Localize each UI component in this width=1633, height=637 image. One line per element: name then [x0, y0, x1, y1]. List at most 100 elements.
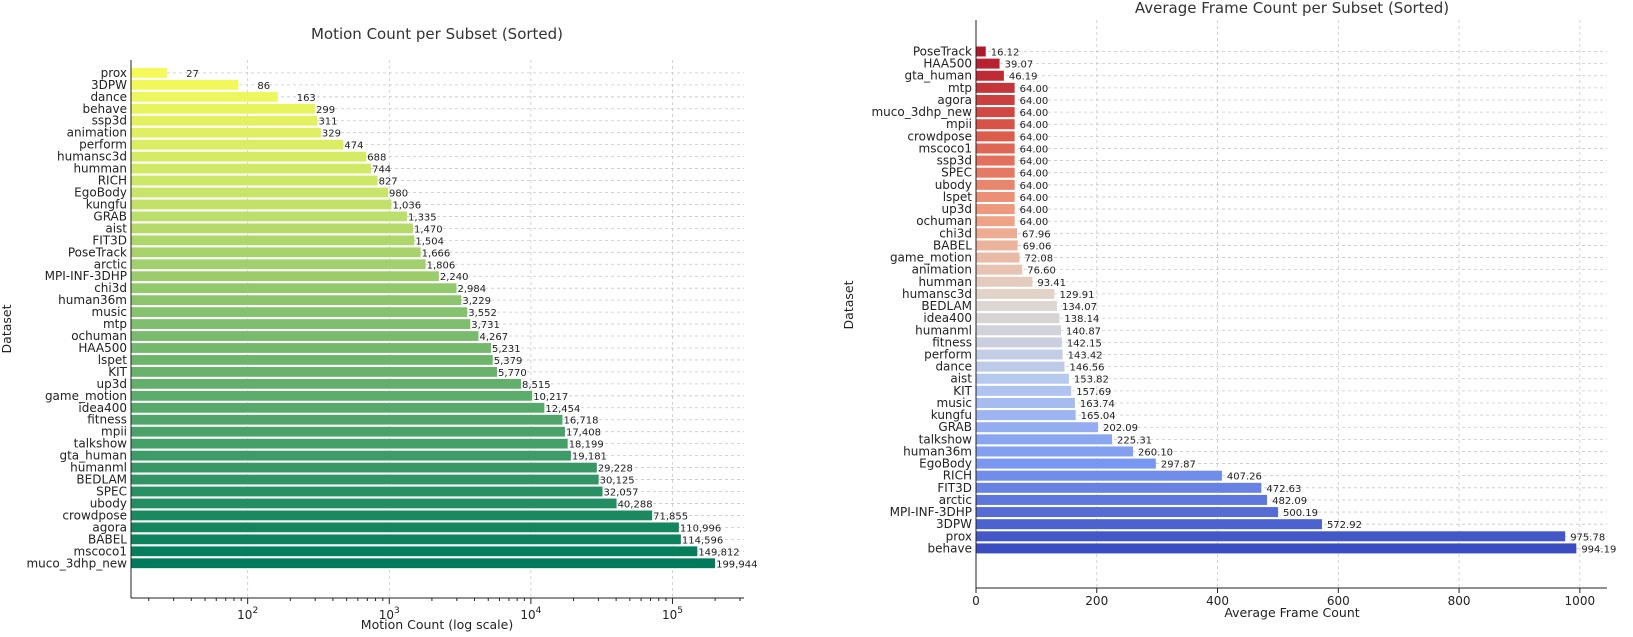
value-label: 64.00	[1020, 132, 1049, 143]
category-label: music	[92, 305, 127, 319]
x-tick-label: 600	[1327, 594, 1350, 608]
bar	[131, 426, 565, 437]
category-label: gta_human	[904, 69, 972, 83]
y-axis-title: Dataset	[0, 304, 14, 353]
bar	[131, 438, 568, 449]
category-label: 3DPW	[91, 78, 127, 92]
category-label: behave	[83, 102, 127, 116]
category-label: kungfu	[931, 408, 972, 422]
value-label: 86	[257, 81, 270, 92]
category-label: muco_3dhp_new	[871, 105, 972, 119]
value-label: 10,217	[533, 392, 568, 403]
value-label: 32,057	[604, 488, 639, 499]
category-label: crowdpose	[907, 129, 972, 143]
category-label: RICH	[98, 174, 127, 188]
bar	[976, 46, 986, 57]
category-label: mtp	[948, 81, 972, 95]
bar	[131, 199, 392, 210]
category-label: behave	[928, 541, 972, 555]
bar	[131, 175, 378, 186]
category-label: RICH	[943, 469, 972, 483]
bar	[976, 301, 1057, 312]
bar	[131, 331, 479, 341]
value-label: 17,408	[566, 428, 601, 439]
bar	[976, 276, 1033, 287]
bar	[131, 103, 316, 114]
x-ticks: 0 200 400 600 800 1000	[972, 588, 1595, 608]
x-tick-label: 800	[1448, 594, 1471, 608]
value-label: 1,335	[408, 212, 437, 223]
bar	[976, 470, 1222, 481]
category-label: ochuman	[71, 329, 127, 343]
category-label: talkshow	[74, 437, 128, 451]
bar	[131, 522, 679, 533]
category-label: game_motion	[890, 251, 972, 265]
bar	[131, 211, 408, 222]
x-tick-label: 0	[972, 594, 980, 608]
category-label: lspet	[98, 353, 128, 367]
value-label: 93.41	[1037, 278, 1066, 289]
category-label: arctic	[939, 493, 972, 507]
value-label: 500.19	[1283, 508, 1318, 519]
value-label: 40,288	[618, 499, 653, 510]
bar	[131, 223, 413, 234]
bar	[131, 307, 468, 317]
category-label: ssp3d	[92, 114, 127, 128]
bar	[976, 531, 1566, 542]
bar	[976, 543, 1577, 554]
bars	[131, 68, 716, 569]
bar	[976, 58, 1000, 69]
category-label: humman	[73, 162, 127, 176]
bar	[131, 259, 426, 270]
value-label: 19,181	[572, 452, 607, 463]
value-label: 1,666	[422, 248, 451, 259]
category-label: agora	[92, 520, 127, 534]
x-tick-label: 200	[1085, 594, 1108, 608]
value-label: 1,504	[415, 236, 444, 247]
category-label: EgoBody	[74, 186, 127, 200]
category-label: fitness	[932, 335, 972, 349]
bar	[131, 127, 321, 138]
value-label: 994.19	[1581, 544, 1616, 555]
category-label: GRAB	[938, 420, 972, 434]
x-tick-label: 105	[662, 606, 683, 622]
category-label: music	[937, 396, 972, 410]
x-tick-label: 1000	[1565, 594, 1596, 608]
x-tick-label: 104	[520, 606, 541, 622]
bar	[131, 546, 698, 557]
value-label: 140.87	[1066, 326, 1101, 337]
category-label: talkshow	[919, 432, 973, 446]
value-label: 163.74	[1080, 399, 1115, 410]
category-label: FIT3D	[92, 233, 127, 247]
value-label: 827	[379, 177, 398, 188]
value-label: 225.31	[1117, 435, 1152, 446]
bar	[131, 510, 653, 521]
bar	[131, 486, 603, 497]
category-label: mscoco1	[919, 141, 972, 155]
bar	[976, 337, 1062, 348]
value-label: 64.00	[1020, 205, 1049, 216]
value-label: 472.63	[1266, 484, 1301, 495]
value-label: 16.12	[991, 48, 1020, 59]
value-label: 64.00	[1020, 144, 1049, 155]
x-axis-title: Motion Count (log scale)	[361, 617, 513, 632]
bar	[976, 458, 1156, 469]
x-axis-title: Average Frame Count	[1224, 605, 1359, 620]
category-label: aist	[105, 221, 127, 235]
category-label: arctic	[94, 257, 127, 271]
value-labels: 16.1239.0746.1964.0064.0064.0064.0064.00…	[991, 48, 1617, 556]
gridlines	[976, 20, 1607, 588]
bar	[976, 240, 1018, 251]
bar	[976, 410, 1076, 421]
avg-frame-count-chart: Average Frame Count per Subset (Sorted) …	[841, 0, 1616, 620]
value-label: 1,806	[427, 260, 456, 271]
category-label: GRAB	[93, 209, 127, 223]
value-label: 143.42	[1068, 351, 1103, 362]
value-label: 146.56	[1069, 363, 1104, 374]
bar	[976, 228, 1018, 239]
category-labels: PoseTrackHAA500gta_humanmtpagoramuco_3dh…	[871, 45, 972, 556]
category-label: up3d	[97, 377, 127, 391]
category-label: SPEC	[96, 485, 127, 499]
bar	[131, 402, 545, 413]
